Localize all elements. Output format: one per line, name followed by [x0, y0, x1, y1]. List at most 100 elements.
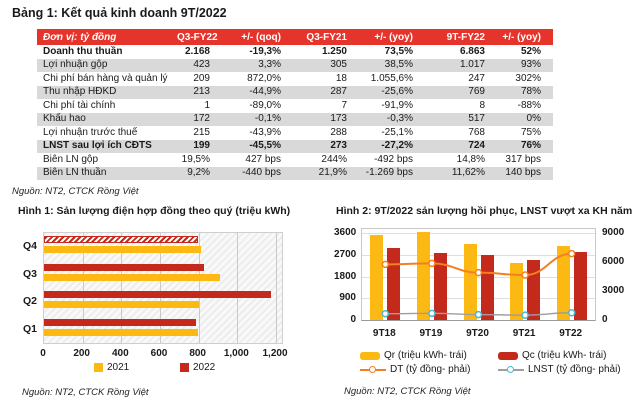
table-row: Biên LN gộp 19,5% 427 bps 244% -492 bps 14,8%… [37, 153, 553, 167]
row-value: -25,1% [381, 126, 413, 138]
left-axis-tick-label: 0 [350, 314, 356, 325]
row-value: 0% [526, 113, 541, 124]
row-value: 1 [204, 99, 210, 111]
row-value: -19,3% [249, 45, 281, 57]
row-label: Doanh thu thuần [43, 45, 123, 57]
left-axis-tick-label: 3600 [334, 227, 357, 238]
category-label: 9T21 [512, 328, 536, 339]
lnst-marker-icon [474, 310, 483, 319]
table-row: Doanh thu thuần 2.168 -19,3% 1.250 73,5% 6.86… [37, 45, 553, 59]
table-row: Lợi nhuận trước thuế 215 -43,9% 288 -25,1% 76… [37, 126, 553, 140]
row-value: 78% [520, 86, 541, 97]
x-tick-label: 400 [111, 348, 129, 359]
legend-item: 2021 [94, 362, 129, 373]
legend-marker-icon [369, 366, 376, 373]
bar-2022-forecast-hatched [44, 236, 198, 243]
legend-bar-swatch-icon [360, 351, 380, 360]
x-tick-label: 600 [150, 348, 168, 359]
row-label: LNST sau lợi ích CĐTS [43, 140, 152, 151]
column-header: +/- (yoy) [359, 29, 425, 45]
bar-qr [510, 263, 524, 320]
row-value: -492 bps [374, 153, 413, 165]
row-value: 140 bps [505, 167, 541, 178]
bar-qc [387, 247, 401, 320]
row-value: -0,3% [386, 113, 413, 124]
row-label: Lợi nhuận trước thuế [43, 126, 138, 138]
category-label: Q3 [23, 267, 38, 280]
row-value: 21,9% [318, 167, 347, 178]
table-row: Thu nhập HĐKD 213 -44,9% 287 -25,6% 769 78% [37, 85, 553, 99]
row-value: 769 [468, 86, 485, 97]
row-label: Chi phí bán hàng và quản lý [43, 72, 168, 84]
bar-qr [556, 245, 570, 320]
gridline-horizontal [362, 233, 595, 234]
row-value: -25,6% [381, 86, 413, 97]
row-value: -1.269 bps [365, 167, 413, 178]
row-value: 52% [520, 45, 541, 57]
legend-item: DT (tỷ đồng- phải) [360, 364, 470, 375]
row-value: 427 bps [245, 153, 281, 165]
bar-2021 [44, 273, 220, 281]
row-value: 3,3% [258, 59, 281, 70]
row-value: -45,5% [249, 140, 281, 151]
row-value: 172 [193, 113, 210, 124]
unit-header: Đơn vị: tỷ đồng [37, 29, 177, 45]
right-axis-tick-label: 6000 [602, 256, 625, 267]
bar-qc [573, 252, 587, 320]
row-value: -88% [517, 99, 541, 111]
row-value: 14,8% [456, 153, 485, 165]
legend-swatch-icon [94, 363, 103, 372]
column-header: Q3-FY22 [177, 29, 222, 45]
column-header: +/- (qoq) [222, 29, 293, 45]
figure-1-title: Hình 1: Sản lượng điện hợp đồng theo quý… [18, 205, 291, 217]
row-label: Chi phí tài chính [43, 99, 116, 111]
figure-1-source: Nguồn: NT2, CTCK Rồng Việt [22, 387, 149, 398]
lnst-marker-icon [521, 311, 529, 319]
row-value: -44,9% [249, 86, 281, 97]
bar-2022 [44, 318, 196, 326]
row-value: 173 [330, 113, 347, 124]
row-value: 244% [321, 153, 347, 165]
row-value: 9,2% [187, 167, 210, 178]
legend-label: 2022 [193, 362, 216, 373]
row-value: 76% [520, 140, 541, 151]
legend-label: 2021 [107, 362, 130, 373]
gridline-horizontal [362, 298, 595, 300]
table-header-row: Đơn vị: tỷ đồng Q3-FY22 +/- (qoq) Q3-FY21 +/… [37, 29, 553, 45]
row-label: Khấu hao [43, 113, 86, 124]
dt-marker-icon [428, 259, 436, 268]
row-value: 305 [330, 59, 347, 70]
row-value: -0,1% [254, 113, 281, 124]
row-value: 213 [193, 86, 210, 97]
row-value: 215 [193, 126, 210, 138]
gridline-horizontal [362, 276, 595, 278]
bar-qc [433, 253, 447, 320]
row-value: 517 [468, 113, 485, 124]
legend-label: DT (tỷ đồng- phải) [390, 364, 471, 375]
legend-item: Qc (triệu kWh- trái) [498, 350, 606, 361]
legend-label: Qc (triệu kWh- trái) [522, 350, 607, 361]
column-header: Q3-FY21 [293, 29, 359, 45]
bar-qr [370, 235, 384, 320]
row-value: 247 [468, 72, 485, 84]
table-row: Chi phí tài chính 1 -89,0% 7 -91,9% 8 -88% [37, 99, 553, 113]
table-row: Chi phí bán hàng và quản lý 209 872,0% 18 1.… [37, 72, 553, 86]
gridline-vertical [121, 233, 123, 343]
row-value: 73,5% [384, 45, 413, 57]
dt-marker-icon [521, 271, 529, 279]
row-value: 302% [515, 72, 541, 84]
column-header: 9T-FY22 [425, 29, 497, 45]
left-axis-tick-label: 2700 [334, 248, 357, 260]
right-axis-tick-label: 9000 [602, 227, 625, 238]
table-source: Nguồn: NT2, CTCK Rồng Việt [12, 186, 139, 197]
row-value: 19,5% [181, 153, 210, 165]
results-table: Đơn vị: tỷ đồng Q3-FY22 +/- (qoq) Q3-FY21 +/… [37, 29, 553, 180]
bar-2021 [44, 328, 198, 336]
left-axis-tick-label: 900 [339, 292, 356, 304]
right-axis-tick-label: 3000 [602, 285, 625, 296]
row-value: 317 bps [505, 153, 541, 165]
row-value: 75% [520, 126, 541, 138]
row-label: Lợi nhuận gộp [43, 59, 108, 70]
bar-2021 [44, 301, 199, 308]
row-value: 423 [193, 59, 210, 70]
